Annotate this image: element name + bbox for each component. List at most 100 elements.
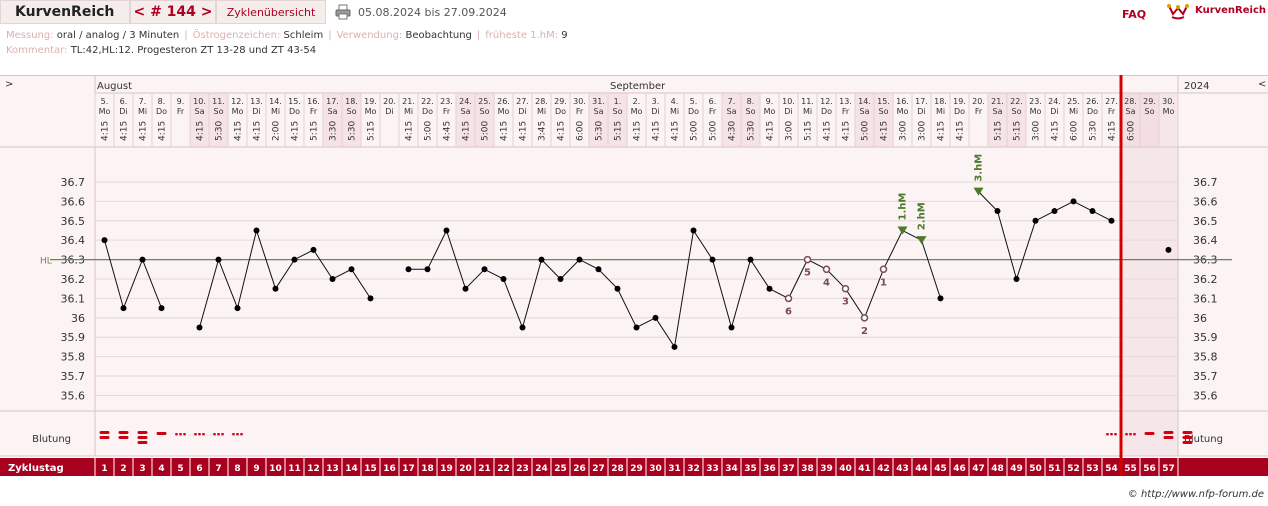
cycle-day-number: 53: [1086, 464, 1099, 474]
temperature-point: [1051, 208, 1058, 215]
y-tick-label-left: 36.2: [61, 273, 86, 286]
temperature-line: [978, 191, 1112, 281]
temperature-point: [500, 276, 507, 282]
bleeding-spotting-mark: [202, 433, 205, 436]
top-bar: KurvenReich < # 144 > Zyklenübersicht 05…: [0, 0, 1268, 25]
time-label: 5:15: [614, 121, 624, 141]
bleeding-spotting-mark: [240, 433, 243, 436]
time-label: 4:15: [462, 121, 472, 141]
cycle-day-number: 38: [801, 464, 814, 474]
weekday-label: Fr: [709, 107, 717, 116]
y-tick-label-right: 36.1: [1193, 292, 1218, 305]
cycle-day-number: 15: [364, 464, 377, 474]
weekday-label: Mo: [897, 107, 909, 116]
time-label: 3:00: [1032, 121, 1042, 141]
cycle-day-number: 43: [896, 464, 909, 474]
bleeding-spotting-mark: [175, 433, 178, 436]
date-label: 15.: [877, 97, 890, 106]
y-tick-label-left: 36.7: [61, 176, 86, 189]
bleeding-label: Blutung: [32, 434, 71, 445]
cycle-day-number: 57: [1162, 464, 1175, 474]
weekday-label: Sa: [594, 107, 604, 116]
temperature-point: [994, 208, 1001, 215]
y-tick-label-right: 35.9: [1193, 331, 1218, 344]
low-measurement-marker: [860, 314, 869, 322]
date-label: 11.: [212, 97, 225, 106]
time-label: 5:15: [994, 121, 1004, 141]
weekday-label: Mo: [1163, 107, 1175, 116]
time-label: 2:00: [272, 121, 282, 141]
temperature-point: [709, 256, 716, 263]
time-label: 5:30: [595, 121, 605, 141]
crown-logo-icon[interactable]: [1167, 2, 1189, 20]
weekday-label: So: [347, 107, 357, 116]
cycle-day-number: 39: [820, 464, 833, 474]
time-label: 5:15: [310, 121, 320, 141]
y-tick-label-left: 35.7: [61, 370, 86, 383]
cycle-day-number: 14: [345, 464, 358, 474]
cycle-day-number: 48: [991, 464, 1004, 474]
temperature-line: [104, 240, 162, 310]
high-measurement-marker: [916, 236, 927, 245]
weekday-label: Mi: [803, 107, 812, 116]
temperature-point: [690, 227, 697, 234]
temperature-point: [158, 305, 165, 312]
bleeding-medium-mark: [1144, 432, 1155, 435]
month-label: September: [610, 81, 666, 92]
logo-text[interactable]: KurvenReich: [1195, 5, 1267, 16]
y-tick-label-right: 36.2: [1193, 273, 1218, 286]
temperature-point: [937, 295, 944, 302]
weekday-label: Fr: [1108, 107, 1116, 116]
date-label: 2.: [633, 97, 641, 106]
estrogen-signs-value: Schleim: [283, 30, 324, 41]
cycle-day-number: 33: [706, 464, 719, 474]
faq-link[interactable]: FAQ: [1122, 8, 1147, 21]
cycle-navigation[interactable]: < # 144 >: [130, 0, 216, 24]
bleeding-spotting-mark: [221, 433, 224, 436]
date-label: 26.: [497, 97, 510, 106]
date-label: 25.: [1067, 97, 1080, 106]
bleeding-spotting-mark: [183, 433, 186, 436]
time-label: 4:15: [671, 121, 681, 141]
low-measurement-label: 6: [785, 306, 792, 317]
weekday-label: Di: [651, 107, 659, 116]
weekend-shade: [608, 93, 627, 147]
date-label: 29.: [554, 97, 567, 106]
date-label: 7.: [139, 97, 147, 106]
weekend-shade: [589, 93, 608, 147]
y-tick-label-right: 35.6: [1193, 389, 1218, 402]
time-label: 4:15: [291, 121, 301, 141]
temperature-point: [196, 324, 203, 331]
cycle-day-bar: [0, 458, 1268, 476]
printer-icon[interactable]: [335, 4, 351, 20]
weekday-label: Mi: [404, 107, 413, 116]
cycle-day-number: 32: [687, 464, 700, 474]
cycle-day-number: 6: [196, 464, 202, 474]
low-measurement-marker: [784, 294, 793, 303]
temperature-point: [538, 256, 545, 263]
bleeding-spotting-mark: [232, 433, 235, 436]
date-label: 21.: [991, 97, 1004, 106]
time-label: 4:15: [880, 121, 890, 141]
date-label: 21.: [402, 97, 415, 106]
time-label: 5:30: [1089, 121, 1099, 141]
weekday-label: Mo: [99, 107, 111, 116]
time-label: 4:15: [253, 121, 263, 141]
date-label: 6.: [120, 97, 128, 106]
time-label: 5:15: [1013, 121, 1023, 141]
time-label: 4:15: [652, 121, 662, 141]
high-measurement-marker: [973, 187, 984, 196]
cycle-day-number: 45: [934, 464, 947, 474]
weekday-label: Do: [688, 107, 699, 116]
date-label: 8.: [158, 97, 166, 106]
time-label: 4:15: [196, 121, 206, 141]
cycle-day-number: 5: [177, 464, 183, 474]
brand-title[interactable]: KurvenReich: [0, 0, 130, 24]
bleeding-spotting-mark: [213, 433, 216, 436]
temperature-point: [272, 285, 279, 292]
cycle-day-number: 28: [611, 464, 624, 474]
cycle-day-number: 51: [1048, 464, 1061, 474]
cycle-day-number: 20: [459, 464, 472, 474]
tab-cycle-overview[interactable]: Zyklenübersicht: [216, 0, 326, 24]
temperature-point: [1070, 198, 1077, 205]
